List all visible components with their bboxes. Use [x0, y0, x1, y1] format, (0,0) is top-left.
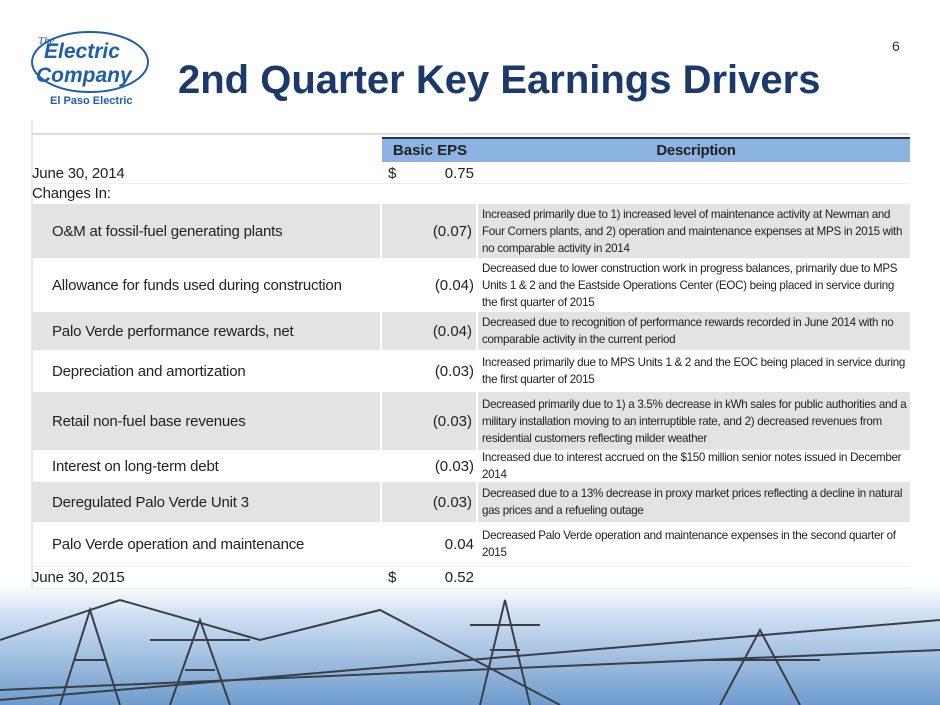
description: [478, 566, 910, 588]
eps-value: 0.75: [444, 164, 474, 182]
logo-line1: Electric: [44, 40, 120, 63]
logo-line2: Company: [36, 64, 133, 87]
description: Decreased due to lower construction work…: [478, 258, 910, 312]
header-cell: Description: [478, 137, 910, 162]
eps-cell: (0.03): [382, 450, 478, 482]
header-row: Basic EPS Description: [32, 137, 910, 162]
table-row: Palo Verde operation and maintenance 0.04…: [32, 522, 910, 567]
eps-cell: (0.04): [382, 312, 478, 350]
row-label: Palo Verde performance rewards, net: [32, 312, 382, 350]
logo-subtitle: El Paso Electric: [50, 95, 133, 107]
row-label: Palo Verde operation and maintenance: [52, 535, 305, 553]
sky: [0, 585, 940, 705]
description-text: Decreased due to recognition of performa…: [482, 316, 894, 346]
eps-cell: (0.03): [382, 482, 478, 522]
table-row: June 30, 2015 $0.52: [32, 566, 910, 589]
currency: $: [388, 568, 397, 586]
description: Increased due to interest accrued on the…: [478, 450, 910, 482]
row-label: Allowance for funds used during construc…: [52, 276, 342, 294]
eps-cell: (0.03): [382, 392, 478, 450]
description: [478, 183, 910, 204]
table-row: Allowance for funds used during construc…: [32, 258, 910, 313]
eps-value: 0.52: [444, 568, 474, 586]
row-label: Depreciation and amortization: [52, 362, 246, 380]
row-label: Interest on long-term debt: [52, 457, 219, 475]
row-label: June 30, 2015: [32, 568, 125, 586]
description-text: Increased primarily due to 1) increased …: [482, 207, 903, 255]
table-row: Interest on long-term debt (0.03) Increase…: [32, 450, 910, 483]
table-row: O&M at fossil-fuel generating plants (0.0…: [32, 204, 910, 258]
description: [478, 163, 910, 183]
eps-cell: 0.04: [382, 522, 478, 566]
description: Decreased primarily due to 1) a 3.5% dec…: [478, 392, 910, 450]
row-label: O&M at fossil-fuel generating plants: [32, 204, 382, 258]
eps-cell: $0.75: [382, 163, 478, 183]
description: Decreased due to a 13% decrease in proxy…: [478, 482, 910, 522]
description: Increased primarily due to MPS Units 1 &…: [478, 350, 910, 392]
description-text: Increased primarily due to MPS Units 1 &…: [482, 356, 906, 386]
eps-value: (0.03): [434, 457, 474, 475]
row-label: Retail non-fuel base revenues: [32, 392, 382, 450]
currency: $: [388, 164, 397, 182]
page-number: 6: [892, 38, 900, 54]
eps-value: (0.04): [434, 276, 474, 294]
table-row: Deregulated Palo Verde Unit 3 (0.03) Decre…: [32, 482, 910, 522]
eps-cell: (0.07): [382, 204, 478, 258]
eps-value: (0.03): [432, 412, 472, 430]
row-label: Deregulated Palo Verde Unit 3: [32, 482, 382, 522]
title: 2nd Quarter Key Earnings Drivers: [178, 58, 821, 102]
header-spacer: [32, 137, 382, 162]
eps-value: 0.04: [444, 535, 474, 553]
header-cell: Basic EPS: [382, 137, 478, 162]
eps-cell: [382, 183, 478, 204]
eps-value: (0.03): [434, 362, 474, 380]
row-label: Changes In:: [32, 185, 111, 202]
description-text: Decreased primarily due to 1) a 3.5% dec…: [482, 397, 907, 445]
description-text: Decreased due to lower construction work…: [482, 261, 898, 309]
towers: [0, 598, 940, 705]
table-row: June 30, 2014 $0.75: [32, 163, 910, 184]
eps-cell: (0.04): [382, 258, 478, 312]
description: Decreased Palo Verde operation and maint…: [478, 522, 910, 566]
table-row: Retail non-fuel base revenues (0.03) Decre…: [32, 392, 910, 450]
description-text: Increased due to interest accrued on the…: [482, 451, 902, 481]
table-row: Depreciation and amortization (0.03) Incre…: [32, 350, 910, 393]
eps-value: (0.07): [432, 222, 472, 240]
table-row: Palo Verde performance rewards, net (0.04…: [32, 312, 910, 350]
description: Decreased due to recognition of performa…: [478, 312, 910, 350]
description-text: Decreased due to a 13% decrease in proxy…: [482, 487, 903, 517]
eps-value: (0.04): [432, 322, 472, 340]
logo-the: The: [38, 35, 55, 47]
description-text: Decreased Palo Verde operation and maint…: [482, 529, 896, 559]
row-label: June 30, 2014: [32, 164, 125, 182]
logo: The Electric Company El Paso Electric: [31, 31, 149, 107]
eps-cell: $0.52: [382, 566, 478, 588]
table-row: Changes In:: [32, 183, 910, 205]
eps-value: (0.03): [432, 493, 472, 511]
description: Increased primarily due to 1) increased …: [478, 204, 910, 258]
eps-cell: (0.03): [382, 350, 478, 392]
